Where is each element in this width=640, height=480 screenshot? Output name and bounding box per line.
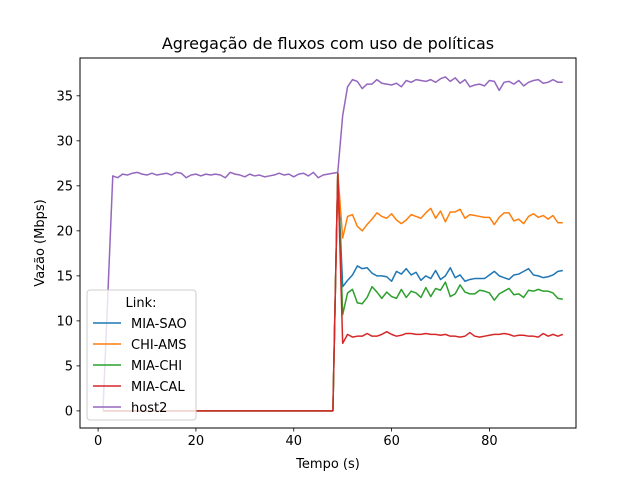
legend-label-host2: host2 — [131, 401, 167, 416]
legend-entries: MIA-SAO CHI-AMS MIA-CHI MIA-CAL host2 — [93, 317, 187, 416]
legend-label-mia-chi: MIA-CHI — [131, 359, 182, 374]
legend-label-mia-cal: MIA-CAL — [131, 380, 185, 395]
legend-label-chi-ams: CHI-AMS — [131, 338, 186, 353]
x-tick-label: 40 — [285, 434, 302, 449]
y-axis-label: Vazão (Mbps) — [33, 199, 48, 286]
legend-label-mia-sao: MIA-SAO — [131, 317, 187, 332]
x-tick-label: 80 — [481, 434, 498, 449]
y-tick-label: 30 — [56, 134, 73, 149]
chart-title: Agregação de fluxos com uso de políticas — [162, 34, 494, 53]
y-tick-label: 35 — [56, 89, 73, 104]
y-tick-label: 15 — [56, 269, 73, 284]
legend: Link: MIA-SAO CHI-AMS MIA-CHI MIA-CAL host2 — [86, 289, 197, 421]
y-tick-label: 10 — [56, 314, 73, 329]
x-tick-label: 60 — [383, 434, 400, 449]
y-tick-label: 25 — [56, 179, 73, 194]
y-tick-label: 20 — [56, 224, 73, 239]
plot-frame — [79, 57, 577, 429]
x-tick-label: 20 — [188, 434, 205, 449]
y-axis: 0 5 10 15 20 25 30 35 — [56, 89, 80, 419]
y-tick-label: 0 — [65, 404, 73, 419]
x-axis-label: Tempo (s) — [295, 457, 360, 472]
legend-title: Link: — [125, 296, 156, 311]
series-line-host2 — [102, 76, 563, 411]
x-axis: 0 20 40 60 80 — [94, 428, 498, 449]
x-tick-label: 0 — [94, 434, 102, 449]
y-tick-label: 5 — [65, 359, 73, 374]
